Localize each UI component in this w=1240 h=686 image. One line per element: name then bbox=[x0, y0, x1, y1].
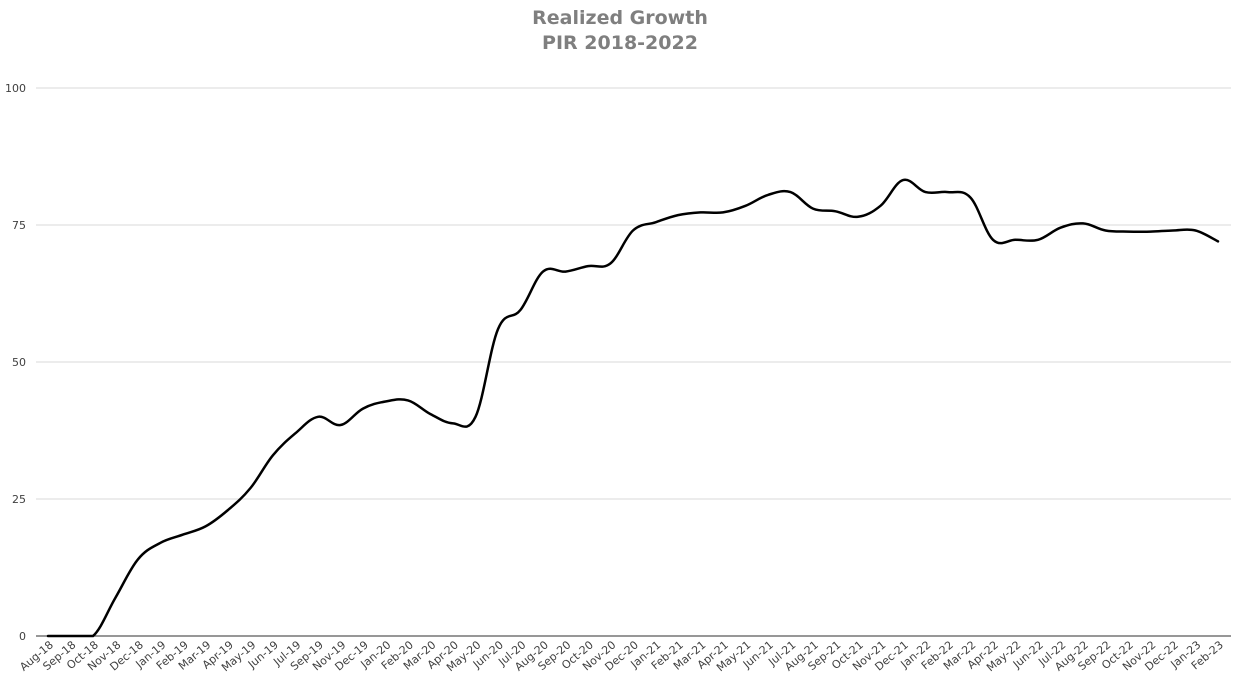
y-tick-label: 100 bbox=[5, 82, 26, 95]
y-tick-label: 75 bbox=[12, 219, 26, 232]
x-axis-ticks: Aug-18Sep-18Oct-18Nov-18Dec-18Jan-19Feb-… bbox=[17, 638, 1226, 674]
series-line bbox=[46, 178, 1220, 638]
y-axis-ticks: 0 25 50 75 100 bbox=[5, 82, 26, 643]
y-tick-label: 25 bbox=[12, 493, 26, 506]
y-tick-label: 50 bbox=[12, 356, 26, 369]
chart-subtitle: PIR 2018-2022 bbox=[542, 32, 698, 54]
series-layer bbox=[46, 178, 1220, 638]
y-tick-label: 0 bbox=[19, 630, 26, 643]
chart-title: Realized Growth bbox=[532, 7, 708, 29]
gridlines bbox=[36, 87, 1231, 637]
